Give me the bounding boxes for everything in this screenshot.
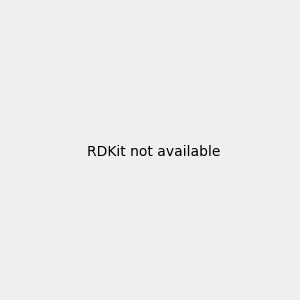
Text: RDKit not available: RDKit not available: [87, 145, 220, 158]
